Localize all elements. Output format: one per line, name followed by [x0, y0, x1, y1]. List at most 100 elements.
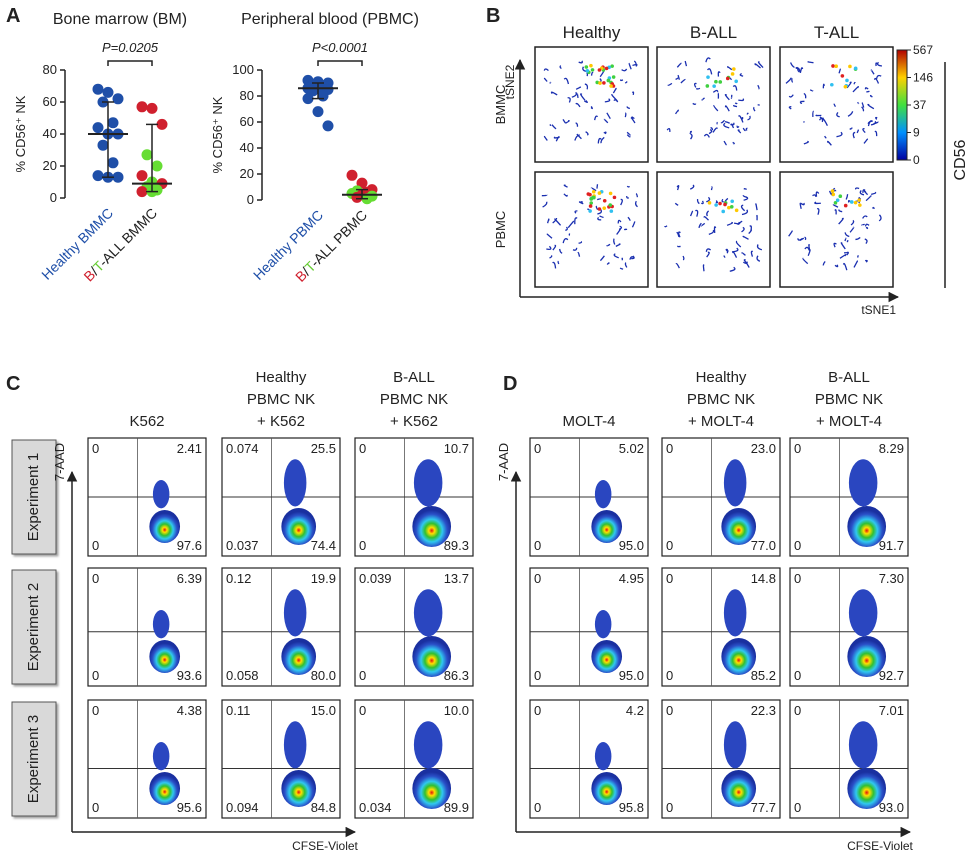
- density-blob: [591, 510, 622, 543]
- quadrant-percent: 0: [359, 538, 366, 553]
- quadrant-percent: 14.8: [751, 571, 776, 586]
- tsne-hot-cell: [609, 192, 613, 196]
- tsne-hot-cell: [730, 205, 734, 209]
- tsne-hot-cell: [603, 199, 607, 203]
- density-tail: [724, 721, 747, 768]
- quadrant-percent: 10.7: [444, 441, 469, 456]
- data-point: [157, 119, 168, 130]
- data-point: [137, 170, 148, 181]
- tsne-hot-cell: [602, 206, 606, 210]
- density-blob: [591, 640, 622, 673]
- tsne-hot-cell: [831, 189, 835, 193]
- density-tail: [595, 742, 612, 770]
- quadrant-percent: 0: [794, 538, 801, 553]
- quadrant-percent: 89.3: [444, 538, 469, 553]
- column-header: + MOLT-4: [688, 413, 754, 430]
- tsne-hot-cell: [834, 64, 838, 68]
- quadrant-percent: 0: [666, 538, 673, 553]
- quadrant-percent: 23.0: [751, 441, 776, 456]
- data-point: [113, 172, 124, 183]
- tsne-hot-cell: [838, 194, 842, 198]
- density-tail: [724, 589, 747, 636]
- tsne-hot-cell: [731, 72, 735, 76]
- column-title: Healthy: [563, 23, 621, 42]
- colorbar-tick-label: 37: [913, 98, 927, 112]
- density-tail: [284, 721, 307, 768]
- row-label: PBMC: [493, 211, 508, 249]
- tsne-hot-cell: [735, 208, 739, 212]
- tsne-cell-cluster: [744, 189, 746, 190]
- column-title: B-ALL: [690, 23, 737, 42]
- tsne-cell-cluster: [558, 261, 559, 264]
- tsne-hot-cell: [723, 203, 727, 207]
- density-tail: [284, 589, 307, 636]
- y-tick-label: 0: [50, 190, 57, 205]
- quadrant-percent: 0: [92, 571, 99, 586]
- density-tail: [849, 721, 878, 768]
- quadrant-percent: 0: [794, 441, 801, 456]
- p-value: P<0.0001: [312, 40, 368, 55]
- quadrant-percent: 74.4: [311, 538, 336, 553]
- quadrant-percent: 0: [359, 703, 366, 718]
- tsne-frame: [780, 172, 893, 287]
- data-point: [147, 103, 158, 114]
- y-axis-label: tSNE2: [503, 64, 517, 99]
- quadrant-percent: 97.6: [177, 538, 202, 553]
- quadrant-percent: 0: [359, 441, 366, 456]
- tsne-frame: [535, 172, 648, 287]
- tsne-hot-cell: [836, 198, 840, 202]
- panel-letter: D: [503, 373, 517, 395]
- tsne-cell-cluster: [703, 265, 704, 271]
- data-point: [352, 192, 363, 203]
- tsne-cell-cluster: [581, 202, 583, 203]
- data-point: [98, 140, 109, 151]
- quadrant-percent: 4.38: [177, 703, 202, 718]
- quadrant-percent: 7.01: [879, 703, 904, 718]
- quadrant-percent: 19.9: [311, 571, 336, 586]
- tsne-hot-cell: [706, 84, 710, 88]
- quadrant-percent: 95.0: [619, 538, 644, 553]
- quadrant-percent: 6.39: [177, 571, 202, 586]
- panel-letter: A: [6, 5, 20, 27]
- tsne-hot-cell: [841, 74, 845, 78]
- quadrant-percent: 0: [92, 441, 99, 456]
- tsne-hot-cell: [608, 203, 612, 207]
- quadrant-percent: 77.7: [751, 800, 776, 815]
- tsne-hot-cell: [712, 84, 716, 88]
- quadrant-percent: 25.5: [311, 441, 336, 456]
- quadrant-percent: 0: [534, 668, 541, 683]
- quadrant-percent: 95.6: [177, 800, 202, 815]
- data-point: [93, 122, 104, 133]
- quadrant-percent: 7.30: [879, 571, 904, 586]
- chart-title: Bone marrow (BM): [53, 11, 187, 28]
- tsne-hot-cell: [845, 79, 849, 83]
- data-point: [313, 106, 324, 117]
- column-title: T-ALL: [814, 23, 859, 42]
- quadrant-percent: 5.02: [619, 441, 644, 456]
- quadrant-percent: 0: [534, 538, 541, 553]
- tsne-hot-cell: [854, 67, 858, 71]
- column-header: B-ALL: [828, 369, 870, 386]
- quadrant-percent: 4.95: [619, 571, 644, 586]
- tsne-hot-cell: [844, 85, 848, 89]
- quadrant-percent: 77.0: [751, 538, 776, 553]
- tsne-cell-cluster: [621, 80, 623, 81]
- quadrant-percent: 0.11: [226, 703, 250, 718]
- quadrant-percent: 4.2: [626, 703, 644, 718]
- tsne-hot-cell: [609, 84, 613, 88]
- quadrant-percent: 89.9: [444, 800, 469, 815]
- quadrant-percent: 10.0: [444, 703, 469, 718]
- density-tail: [153, 610, 170, 638]
- panel-letter: C: [6, 373, 20, 395]
- column-header: PBMC NK: [815, 391, 883, 408]
- tsne-frame: [657, 47, 770, 162]
- density-blob: [149, 510, 180, 543]
- tsne-hot-cell: [586, 192, 590, 196]
- density-tail: [153, 742, 170, 770]
- tsne-hot-cell: [610, 209, 614, 213]
- tsne-hot-cell: [598, 68, 602, 72]
- tsne-cell-cluster: [809, 245, 810, 250]
- tsne-hot-cell: [598, 207, 602, 211]
- data-point: [318, 91, 329, 102]
- quadrant-percent: 0: [534, 571, 541, 586]
